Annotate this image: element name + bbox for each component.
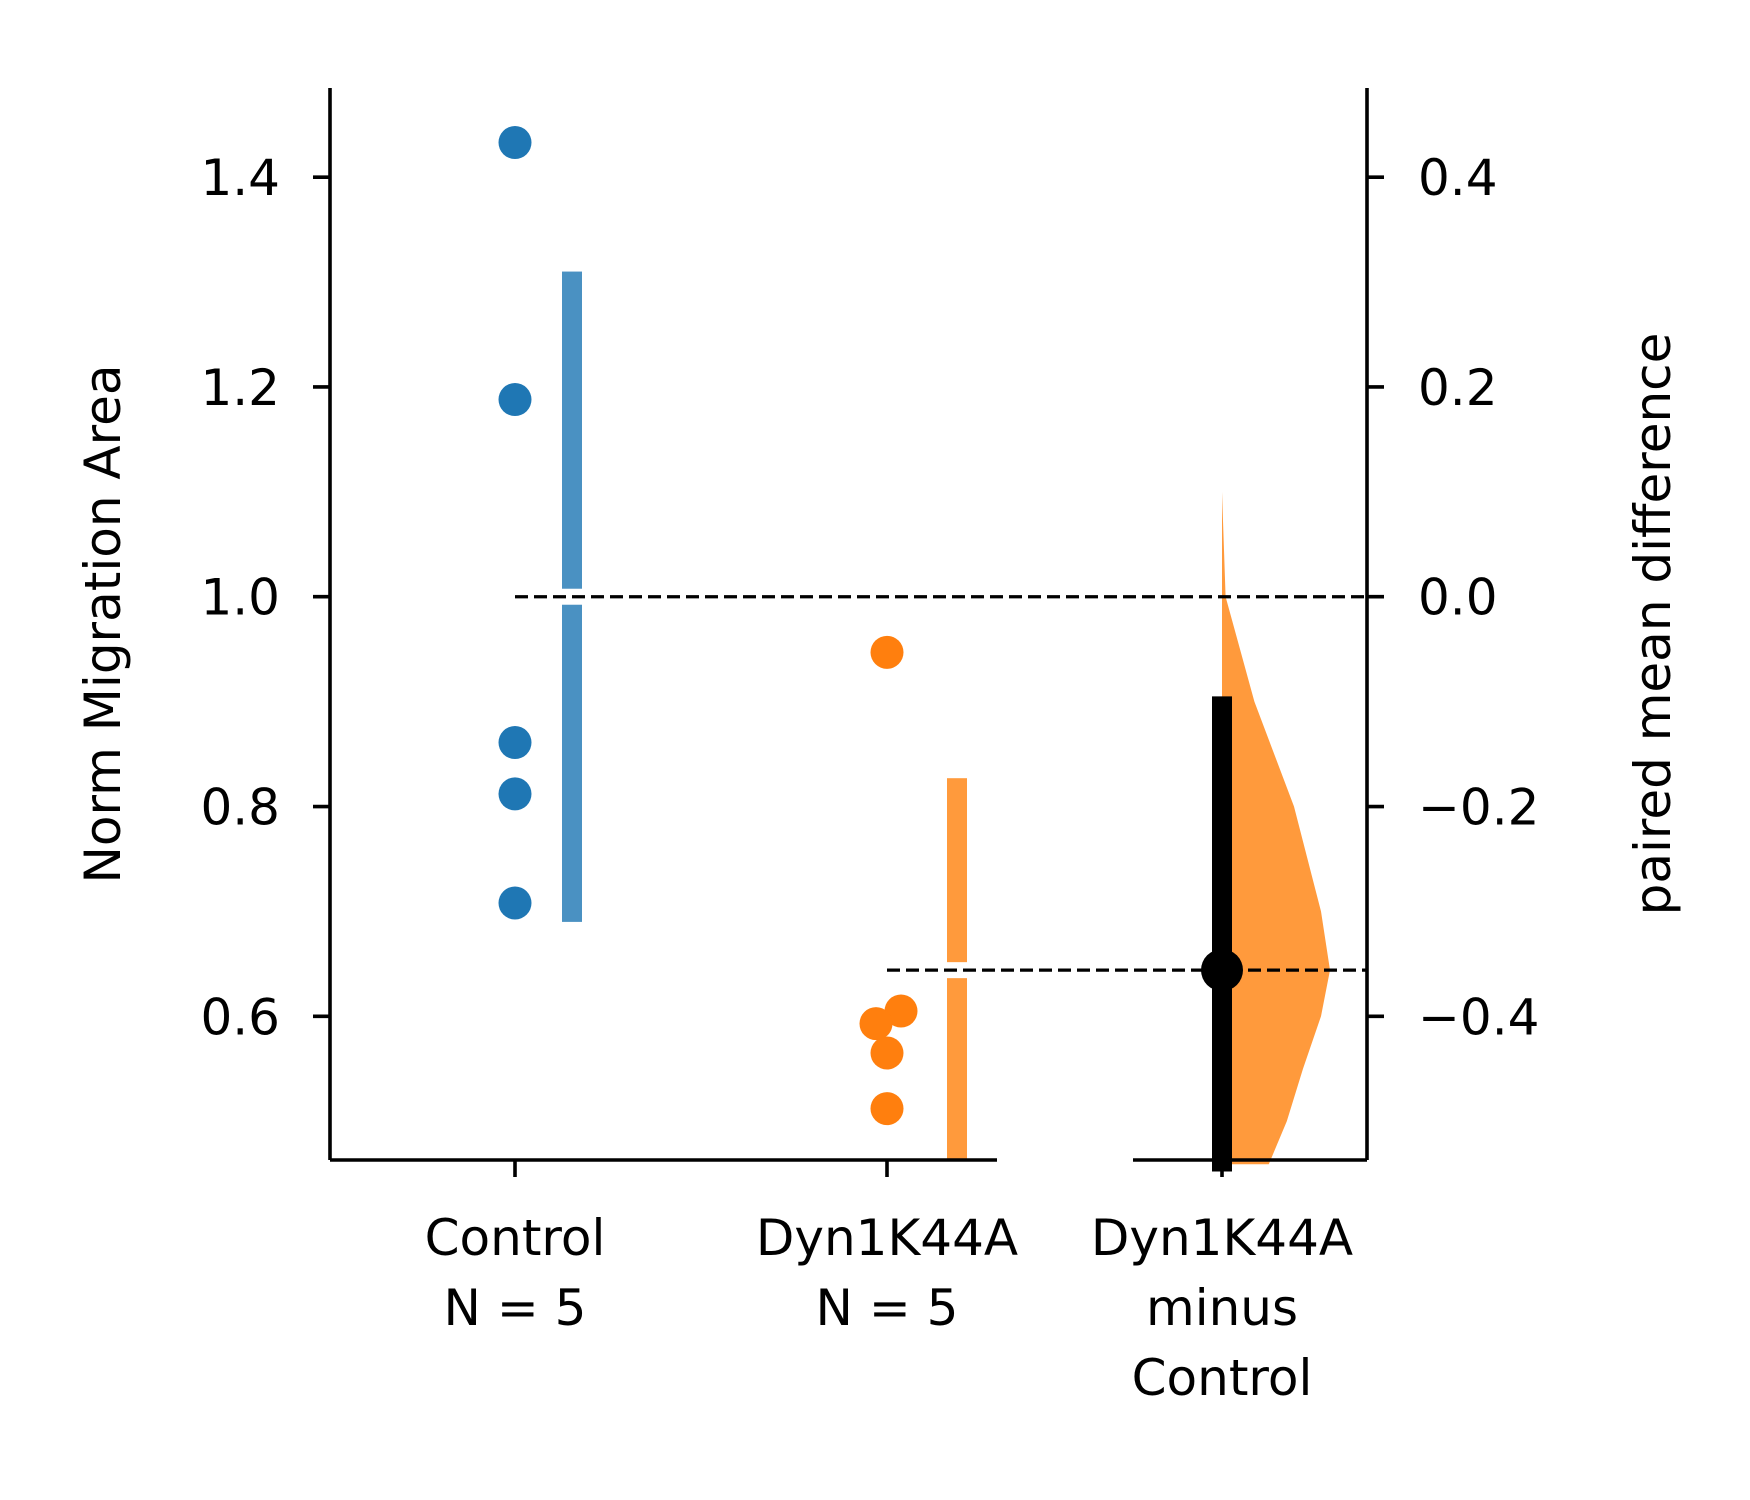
sd-bar-upper (947, 778, 967, 963)
sd-bar-upper (562, 271, 582, 589)
data-point (870, 635, 904, 669)
data-point (884, 994, 918, 1028)
x-tick-label: N = 5 (816, 1279, 959, 1337)
y-left-tick-label: 0.6 (200, 988, 280, 1046)
y-left-tick-label: 0.8 (200, 779, 280, 837)
y-right-tick-label: −0.4 (1418, 988, 1539, 1046)
y-right-axis-label: paired mean difference (1624, 333, 1682, 916)
data-point (498, 726, 532, 760)
plot-marks: 0.6 0.8 1.0 1.2 1.4 −0.4 −0.2 0.0 0.2 0.4 Control N… (200, 88, 1539, 1407)
y-right-tick-label: 0.4 (1418, 149, 1498, 207)
y-left-tick-label: 1.2 (200, 359, 280, 417)
x-tick-label: Dyn1K44A (1091, 1209, 1353, 1267)
x-tick-label: Control (1132, 1349, 1313, 1407)
y-right-tick-label: 0.2 (1418, 359, 1498, 417)
bootstrap-distribution (1222, 491, 1330, 1165)
y-right-tick-label: 0.0 (1418, 569, 1498, 627)
x-tick-label: Dyn1K44A (756, 1209, 1018, 1267)
x-tick-label: minus (1146, 1279, 1298, 1337)
y-left-axis-label: Norm Migration Area (74, 365, 132, 884)
data-point (498, 383, 532, 417)
x-tick-label: N = 5 (444, 1279, 587, 1337)
data-point (870, 1092, 904, 1126)
data-point (498, 126, 532, 160)
y-left-tick-label: 1.4 (200, 149, 280, 207)
data-point (498, 886, 532, 920)
data-point (498, 777, 532, 811)
data-point (870, 1036, 904, 1070)
y-left-tick-label: 1.0 (200, 569, 280, 627)
x-tick-label: Control (425, 1209, 606, 1267)
effect-point-estimate (1201, 949, 1243, 992)
sd-bar-lower (562, 604, 582, 922)
sd-bar-lower (947, 978, 967, 1160)
data-point (859, 1007, 893, 1041)
y-right-tick-label: −0.2 (1418, 779, 1539, 837)
